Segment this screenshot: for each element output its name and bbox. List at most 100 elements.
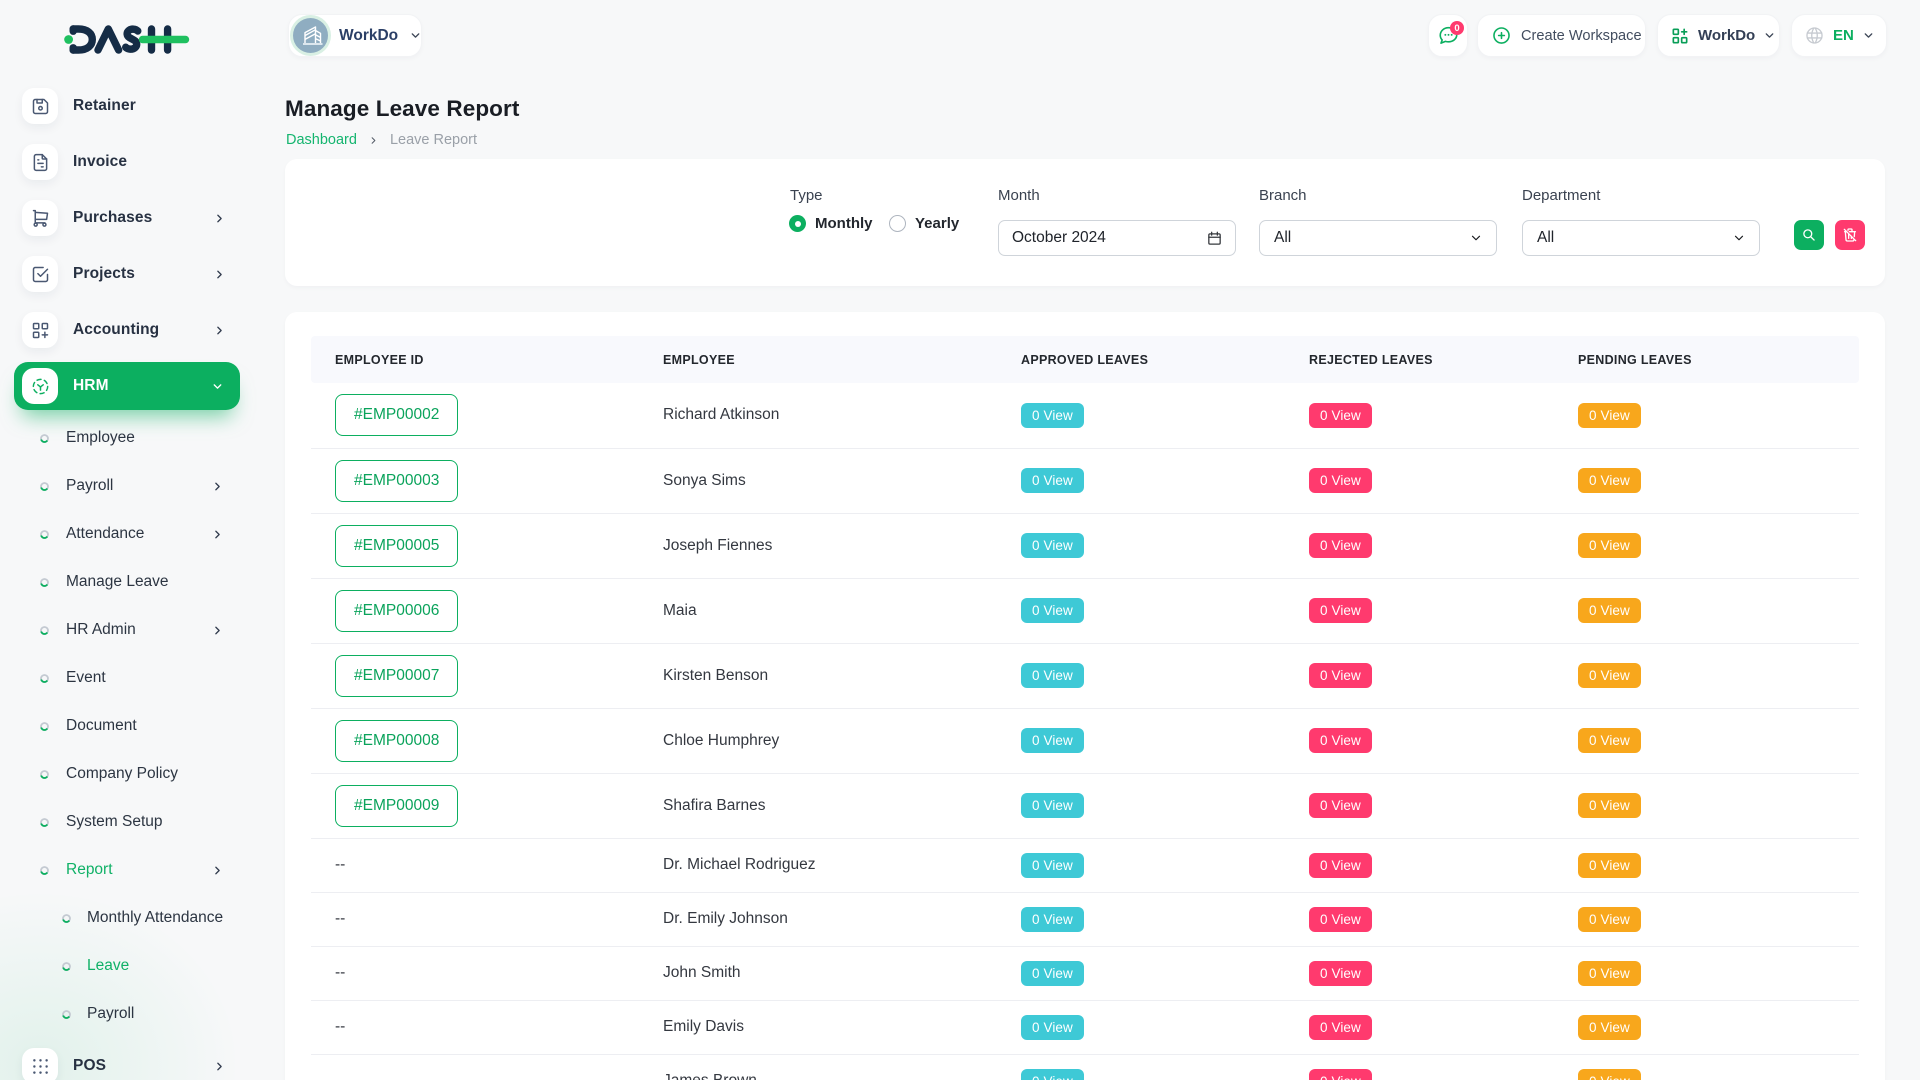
sidebar-item-hr-admin[interactable]: HR Admin bbox=[0, 606, 270, 654]
messages-button[interactable]: 0 bbox=[1428, 14, 1468, 57]
breadcrumb-dashboard-link[interactable]: Dashboard bbox=[286, 132, 357, 148]
pending-leaves-badge[interactable]: 0 View bbox=[1578, 1014, 1641, 1040]
approved-leaves-badge[interactable]: 0 View bbox=[1021, 533, 1084, 558]
employee-id-button[interactable]: #EMP00002 bbox=[335, 394, 459, 437]
pending-leaves-badge[interactable]: 0 View bbox=[1578, 852, 1641, 878]
pending-leaves-badge[interactable]: 0 View bbox=[1578, 728, 1641, 753]
bullet-icon bbox=[40, 673, 49, 683]
approved-leaves-badge[interactable]: 0 View bbox=[1021, 598, 1084, 623]
pending-leaves-badge[interactable]: 0 View bbox=[1578, 402, 1641, 428]
employee-id-empty: -- bbox=[335, 1018, 346, 1035]
sidebar-item-projects[interactable]: Projects bbox=[0, 246, 270, 302]
table-row: -- James Brown 0 View 0 View 0 View bbox=[311, 1054, 1859, 1080]
approved-leaves-badge[interactable]: 0 View bbox=[1021, 1068, 1084, 1080]
sidebar-item-company-policy[interactable]: Company Policy bbox=[0, 750, 270, 798]
sidebar-item-event[interactable]: Event bbox=[0, 654, 270, 702]
workspace-menu-button[interactable]: WorkDo bbox=[1657, 14, 1780, 57]
monthly-radio-label[interactable]: Monthly bbox=[815, 215, 873, 232]
rejected-leaves-badge[interactable]: 0 View bbox=[1309, 852, 1372, 878]
chevron-right-icon bbox=[213, 1060, 226, 1073]
employee-name: Sonya Sims bbox=[663, 471, 746, 489]
approved-leaves-badge[interactable]: 0 View bbox=[1021, 468, 1084, 493]
monthly-radio[interactable] bbox=[789, 215, 806, 232]
chevron-down-icon bbox=[1763, 29, 1776, 42]
dash-logo[interactable] bbox=[64, 24, 190, 55]
employee-id-button[interactable]: #EMP00005 bbox=[335, 524, 459, 567]
department-select[interactable]: All bbox=[1522, 220, 1760, 256]
sidebar-item-report[interactable]: Report bbox=[0, 846, 270, 894]
sidebar-item-payroll[interactable]: Payroll bbox=[0, 990, 270, 1038]
pending-leaves-badge[interactable]: 0 View bbox=[1578, 533, 1641, 558]
sidebar-item-monthly-attendance[interactable]: Monthly Attendance bbox=[0, 894, 270, 942]
create-workspace-button[interactable]: Create Workspace bbox=[1477, 14, 1646, 57]
yearly-radio[interactable] bbox=[889, 215, 906, 232]
pending-leaves-badge[interactable]: 0 View bbox=[1578, 598, 1641, 623]
column-employee-id: EMPLOYEE ID bbox=[311, 336, 663, 383]
bullet-icon bbox=[40, 721, 49, 731]
pending-leaves-badge[interactable]: 0 View bbox=[1578, 906, 1641, 932]
workspace-switcher[interactable]: WorkDo bbox=[288, 14, 422, 57]
approved-leaves-badge[interactable]: 0 View bbox=[1021, 906, 1084, 932]
employee-name: John Smith bbox=[663, 964, 741, 981]
search-button[interactable] bbox=[1794, 220, 1824, 250]
sidebar-item-manage-leave[interactable]: Manage Leave bbox=[0, 558, 270, 606]
sidebar-item-invoice[interactable]: Invoice bbox=[0, 134, 270, 190]
rejected-leaves-badge[interactable]: 0 View bbox=[1309, 663, 1372, 688]
sidebar-item-accounting[interactable]: Accounting bbox=[0, 302, 270, 358]
column-pending-leaves: PENDING LEAVES bbox=[1578, 336, 1859, 383]
employee-id-button[interactable]: #EMP00009 bbox=[335, 784, 459, 827]
pending-leaves-badge[interactable]: 0 View bbox=[1578, 1068, 1641, 1080]
approved-leaves-badge[interactable]: 0 View bbox=[1021, 960, 1084, 986]
approved-leaves-badge[interactable]: 0 View bbox=[1021, 728, 1084, 753]
rejected-leaves-badge[interactable]: 0 View bbox=[1309, 960, 1372, 986]
employee-name: Dr. Michael Rodriguez bbox=[663, 856, 816, 873]
approved-leaves-badge[interactable]: 0 View bbox=[1021, 402, 1084, 428]
rejected-leaves-badge[interactable]: 0 View bbox=[1309, 1068, 1372, 1080]
pending-leaves-badge[interactable]: 0 View bbox=[1578, 468, 1641, 493]
rejected-leaves-badge[interactable]: 0 View bbox=[1309, 402, 1372, 428]
language-selector[interactable]: EN bbox=[1791, 14, 1887, 57]
rejected-leaves-badge[interactable]: 0 View bbox=[1309, 598, 1372, 623]
type-label: Type bbox=[790, 187, 823, 204]
employee-id-button[interactable]: #EMP00006 bbox=[335, 589, 459, 632]
rejected-leaves-badge[interactable]: 0 View bbox=[1309, 793, 1372, 818]
sidebar-item-pos[interactable]: POS bbox=[0, 1038, 270, 1080]
table-row: #EMP00006 Maia 0 View 0 View 0 View bbox=[311, 578, 1859, 644]
sidebar-item-leave[interactable]: Leave bbox=[0, 942, 270, 990]
employee-id-button[interactable]: #EMP00008 bbox=[335, 719, 459, 762]
rejected-leaves-badge[interactable]: 0 View bbox=[1309, 533, 1372, 558]
sidebar-item-payroll[interactable]: Payroll bbox=[0, 462, 270, 510]
yearly-radio-label[interactable]: Yearly bbox=[915, 215, 960, 232]
sidebar-item-attendance[interactable]: Attendance bbox=[0, 510, 270, 558]
approved-leaves-badge[interactable]: 0 View bbox=[1021, 1014, 1084, 1040]
sidebar-item-retainer[interactable]: Retainer bbox=[0, 78, 270, 134]
pending-leaves-badge[interactable]: 0 View bbox=[1578, 793, 1641, 818]
rejected-leaves-badge[interactable]: 0 View bbox=[1309, 468, 1372, 493]
branch-select[interactable]: All bbox=[1259, 220, 1497, 256]
rejected-leaves-badge[interactable]: 0 View bbox=[1309, 728, 1372, 753]
pending-leaves-badge[interactable]: 0 View bbox=[1578, 663, 1641, 688]
approved-leaves-badge[interactable]: 0 View bbox=[1021, 852, 1084, 878]
month-input[interactable]: October 2024 bbox=[998, 220, 1236, 256]
calendar-icon[interactable] bbox=[1206, 230, 1223, 247]
approved-leaves-badge[interactable]: 0 View bbox=[1021, 793, 1084, 818]
chevron-down-icon bbox=[1469, 231, 1483, 245]
sidebar-item-document[interactable]: Document bbox=[0, 702, 270, 750]
table-row: #EMP00003 Sonya Sims 0 View 0 View 0 Vie… bbox=[311, 448, 1859, 514]
approved-leaves-badge[interactable]: 0 View bbox=[1021, 663, 1084, 688]
pending-leaves-badge[interactable]: 0 View bbox=[1578, 960, 1641, 986]
reset-filter-button[interactable] bbox=[1835, 220, 1865, 250]
workspace-avatar bbox=[293, 18, 328, 53]
chevron-right-icon bbox=[211, 480, 224, 493]
employee-id-button[interactable]: #EMP00003 bbox=[335, 459, 459, 502]
sidebar-item-purchases[interactable]: Purchases bbox=[0, 190, 270, 246]
employee-id-button[interactable]: #EMP00007 bbox=[335, 654, 459, 697]
sidebar-item-employee[interactable]: Employee bbox=[0, 414, 270, 462]
sidebar-item-hrm[interactable]: HRM bbox=[14, 362, 240, 410]
branch-value: All bbox=[1274, 229, 1292, 246]
rejected-leaves-badge[interactable]: 0 View bbox=[1309, 906, 1372, 932]
sidebar-item-system-setup[interactable]: System Setup bbox=[0, 798, 270, 846]
rejected-leaves-badge[interactable]: 0 View bbox=[1309, 1014, 1372, 1040]
table-row: #EMP00008 Chloe Humphrey 0 View 0 View 0… bbox=[311, 708, 1859, 774]
table-header-row: EMPLOYEE ID EMPLOYEE APPROVED LEAVES REJ… bbox=[311, 336, 1859, 383]
